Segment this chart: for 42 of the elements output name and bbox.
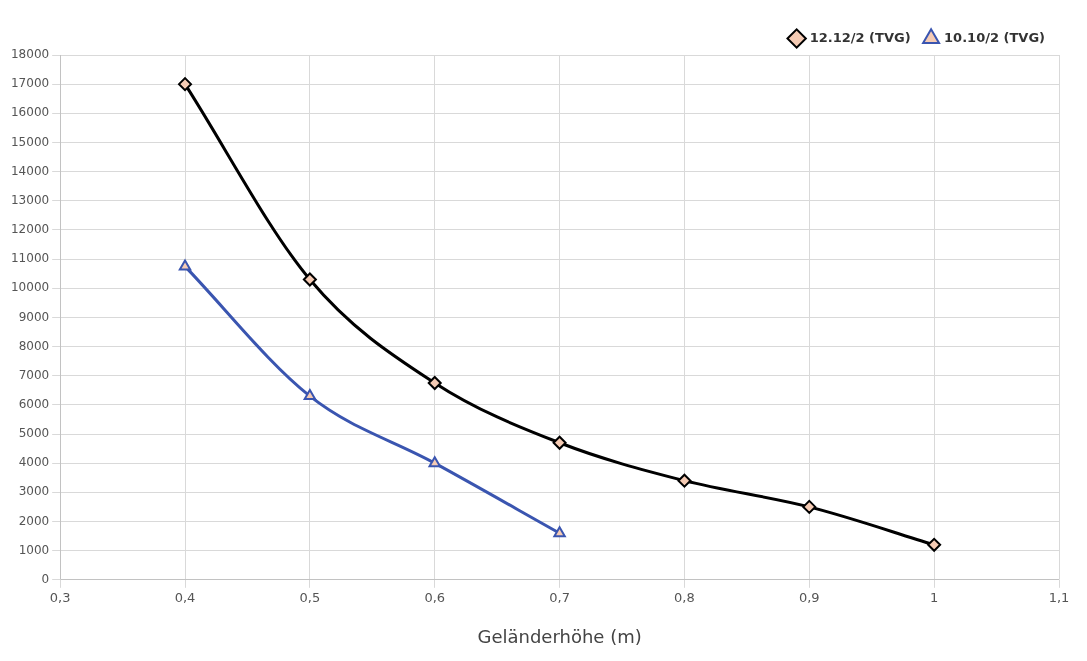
x-tick-label: 0,6 bbox=[424, 589, 446, 605]
x-tick-label: 0,8 bbox=[674, 589, 695, 605]
point bbox=[302, 272, 317, 287]
x-tick-label: 0,5 bbox=[299, 589, 321, 605]
y-tick-label: 3000 bbox=[18, 484, 50, 499]
point bbox=[178, 77, 193, 92]
y-tick-label: 14000 bbox=[10, 163, 50, 178]
y-tick-label: 18000 bbox=[10, 47, 50, 62]
legend-label: 12.12/2 (TVG) bbox=[809, 29, 911, 45]
y-tick-label: 6000 bbox=[18, 396, 50, 411]
point bbox=[427, 376, 442, 390]
y-tick-label: 7000 bbox=[18, 367, 50, 382]
x-axis-title: Geländerhöhe (m) bbox=[477, 625, 642, 647]
y-tick-label: 4000 bbox=[18, 455, 50, 470]
point bbox=[802, 499, 817, 514]
x-tick-label: 0,9 bbox=[798, 589, 820, 605]
y-tick-label: 15000 bbox=[10, 134, 50, 149]
x-tick-label: 1 bbox=[930, 589, 939, 605]
y-tick-label: 2000 bbox=[18, 513, 50, 528]
y-tick-label: 10000 bbox=[10, 280, 50, 295]
y-tick-label: 12000 bbox=[10, 222, 50, 237]
x-tick-label: 1,1 bbox=[1048, 589, 1070, 605]
point bbox=[552, 435, 567, 450]
y-tick-label: 8000 bbox=[18, 338, 50, 353]
point bbox=[178, 259, 192, 271]
point bbox=[428, 456, 441, 468]
point bbox=[927, 537, 942, 552]
x-tick-label: 0,3 bbox=[49, 589, 71, 605]
point bbox=[303, 389, 317, 401]
legend-label: 10.10/2 (TVG) bbox=[944, 29, 1045, 45]
point bbox=[677, 473, 692, 488]
x-tick-label: 0,7 bbox=[549, 589, 570, 605]
y-tick-label: 1000 bbox=[18, 542, 50, 557]
y-tick-label: 0 bbox=[41, 571, 50, 586]
y-tick-label: 17000 bbox=[10, 76, 50, 91]
x-tick-label: 0,4 bbox=[174, 589, 196, 605]
y-tick-label: 16000 bbox=[10, 105, 50, 120]
y-tick-label: 13000 bbox=[10, 192, 50, 207]
point bbox=[553, 526, 566, 538]
y-tick-label: 11000 bbox=[10, 251, 50, 266]
y-tick-label: 9000 bbox=[18, 309, 50, 324]
y-tick-label: 5000 bbox=[18, 426, 50, 441]
